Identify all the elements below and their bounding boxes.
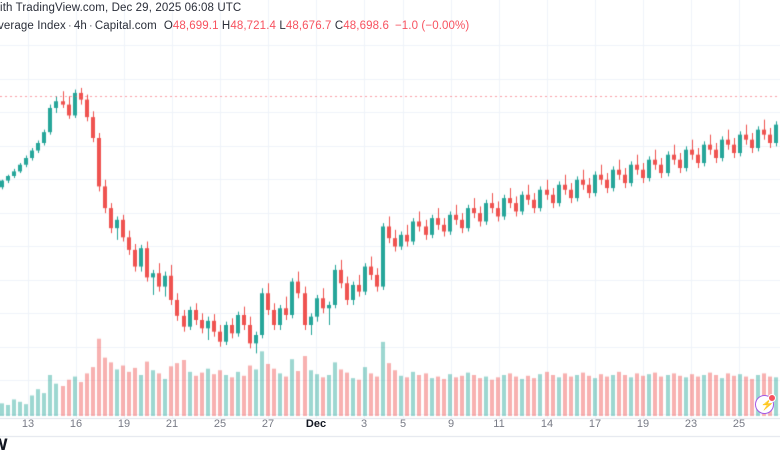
notification-dot-icon xyxy=(768,394,776,402)
lightning-bolt-badge[interactable]: ⚡ xyxy=(755,394,776,416)
tradingview-watermark: gView xyxy=(0,432,8,456)
